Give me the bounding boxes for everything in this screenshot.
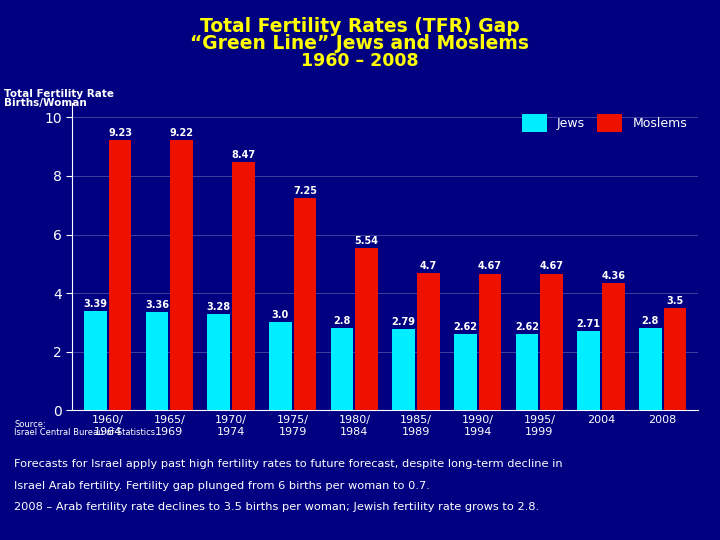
Text: 4.7: 4.7 — [420, 261, 437, 271]
Text: 3.39: 3.39 — [84, 299, 107, 309]
Text: 4.67: 4.67 — [540, 261, 564, 272]
Bar — [269, 322, 292, 410]
Text: 3.5: 3.5 — [666, 296, 683, 306]
Text: 4.36: 4.36 — [601, 271, 625, 281]
Bar — [145, 312, 168, 410]
Bar — [454, 334, 477, 410]
Bar — [232, 162, 255, 410]
Text: 3.28: 3.28 — [207, 302, 231, 312]
Text: Births/Woman: Births/Woman — [4, 98, 86, 108]
Legend: Jews, Moslems: Jews, Moslems — [517, 109, 692, 137]
Text: Source:: Source: — [14, 420, 46, 429]
Bar — [639, 328, 662, 410]
Bar — [479, 273, 501, 410]
Text: 2.71: 2.71 — [577, 319, 600, 329]
Text: 5.54: 5.54 — [355, 236, 379, 246]
Bar — [294, 198, 317, 410]
Text: 2.62: 2.62 — [454, 321, 477, 332]
Bar — [540, 273, 563, 410]
Bar — [84, 311, 107, 410]
Text: Forecasts for Israel apply past high fertility rates to future forecast, despite: Forecasts for Israel apply past high fer… — [14, 459, 563, 469]
Text: 4.67: 4.67 — [478, 261, 502, 272]
Text: 2.8: 2.8 — [642, 316, 659, 326]
Text: 2.79: 2.79 — [392, 316, 415, 327]
Text: 3.36: 3.36 — [145, 300, 169, 310]
Bar — [417, 273, 440, 410]
Text: 2.62: 2.62 — [515, 321, 539, 332]
Bar — [355, 248, 378, 410]
Text: 9.22: 9.22 — [170, 128, 194, 138]
Bar — [109, 140, 132, 410]
Bar — [664, 308, 686, 410]
Bar — [171, 140, 193, 410]
Text: Israel Arab fertility. Fertility gap plunged from 6 births per woman to 0.7.: Israel Arab fertility. Fertility gap plu… — [14, 481, 431, 491]
Text: “Green Line” Jews and Moslems: “Green Line” Jews and Moslems — [191, 33, 529, 52]
Bar — [602, 282, 625, 410]
Text: 7.25: 7.25 — [293, 186, 317, 196]
Bar — [577, 331, 600, 410]
Bar — [330, 328, 354, 410]
Text: 3.0: 3.0 — [271, 310, 289, 320]
Text: 2.8: 2.8 — [333, 316, 351, 326]
Text: 2008 – Arab fertility rate declines to 3.5 births per woman; Jewish fertility ra: 2008 – Arab fertility rate declines to 3… — [14, 502, 539, 512]
Text: 8.47: 8.47 — [231, 150, 256, 160]
Bar — [392, 329, 415, 410]
Text: 1960 – 2008: 1960 – 2008 — [301, 52, 419, 70]
Text: Israel Central Bureau of Statistics: Israel Central Bureau of Statistics — [14, 428, 156, 437]
Text: 9.23: 9.23 — [108, 128, 132, 138]
Bar — [516, 334, 539, 410]
Text: Total Fertility Rate: Total Fertility Rate — [4, 89, 114, 99]
Bar — [207, 314, 230, 410]
Text: Total Fertility Rates (TFR) Gap: Total Fertility Rates (TFR) Gap — [200, 17, 520, 36]
